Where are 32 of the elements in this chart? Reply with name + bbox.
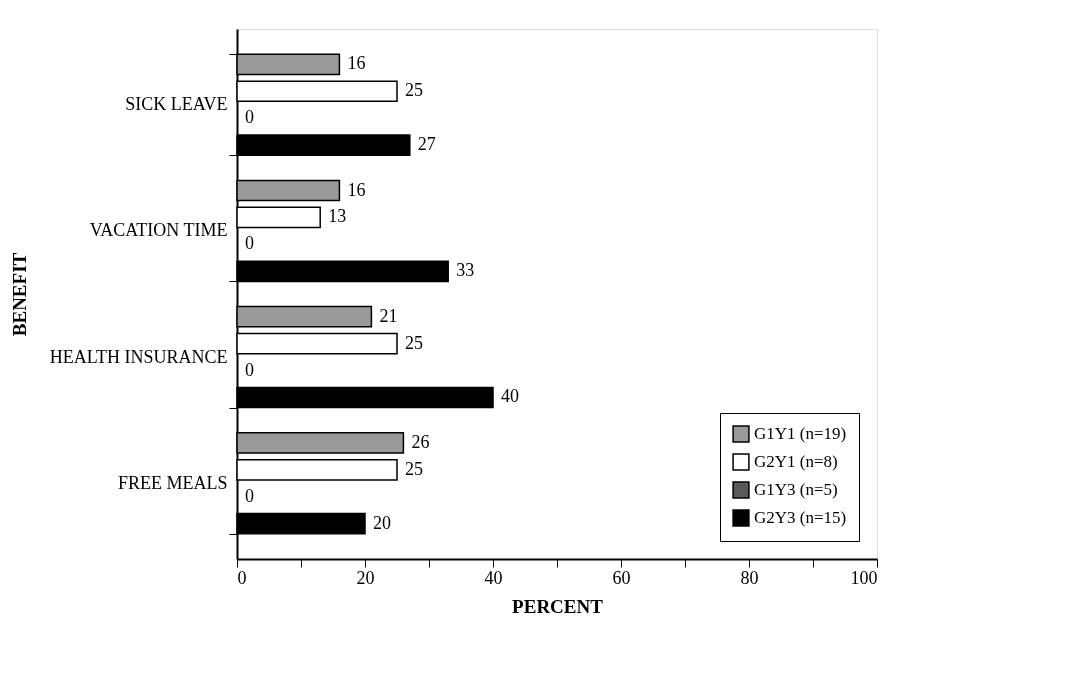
- x-tick-label: 20: [356, 567, 375, 588]
- x-tick-label: 60: [612, 567, 631, 588]
- data-label: 26: [411, 431, 430, 452]
- y-tick-label: VACATION TIME: [89, 220, 228, 241]
- legend-label: G1Y3 (n=5): [754, 480, 838, 499]
- x-tick-label: 80: [740, 567, 759, 588]
- data-label: 20: [373, 512, 391, 533]
- legend-label: G1Y1 (n=19): [754, 424, 847, 443]
- data-label: 21: [379, 305, 398, 326]
- data-label: 0: [245, 233, 254, 254]
- data-label: 27: [417, 134, 436, 155]
- data-label: 25: [405, 458, 423, 479]
- data-label: 13: [328, 206, 347, 227]
- y-tick-label: SICK LEAVE: [125, 94, 228, 115]
- y-tick-label: FREE MEALS: [117, 472, 228, 493]
- data-label: 25: [405, 80, 423, 101]
- data-label: 16: [347, 179, 366, 200]
- x-tick-label: 100: [850, 567, 878, 588]
- y-tick-label: HEALTH INSURANCE: [49, 346, 228, 367]
- legend-label: G2Y3 (n=15): [754, 508, 847, 527]
- legend-label: G2Y1 (n=8): [754, 452, 838, 471]
- data-label: 0: [245, 485, 254, 506]
- data-label: 40: [501, 386, 519, 407]
- data-label: 0: [245, 107, 254, 128]
- data-label: 25: [405, 332, 423, 353]
- x-tick-label: 0: [237, 567, 247, 588]
- y-axis-title: BENEFIT: [8, 252, 30, 337]
- data-label: 0: [245, 359, 254, 380]
- x-axis-title: PERCENT: [512, 595, 604, 617]
- data-label: 16: [347, 53, 366, 74]
- data-label: 33: [456, 260, 475, 281]
- x-tick-label: 40: [484, 567, 503, 588]
